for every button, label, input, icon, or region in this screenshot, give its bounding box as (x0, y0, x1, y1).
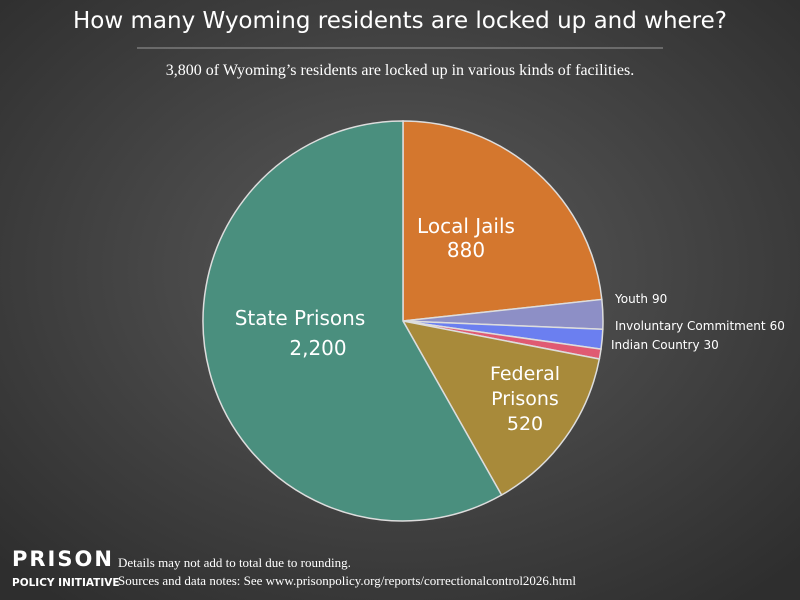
category-label: Local Jails (417, 214, 515, 238)
slice (401, 319, 601, 497)
slice-label: Indian Country 30 (611, 338, 719, 352)
note: Sources and data notes: See www.prisonpo… (118, 573, 576, 588)
note: Details may not add to total due to roun… (118, 555, 351, 570)
slice (402, 120, 603, 322)
category-label: Indian Country (611, 338, 700, 352)
value-label: 520 (507, 413, 543, 435)
value-label: 880 (447, 238, 485, 262)
category-label: State Prisons (235, 306, 366, 330)
logo-line1: PRISON (12, 547, 114, 571)
category-line: Prisons (491, 388, 559, 410)
value-label: 90 (652, 292, 667, 306)
chart-subtitle: 3,800 of Wyoming’s residents are locked … (166, 62, 634, 79)
slice-label: Involuntary Commitment 60 (615, 319, 785, 333)
value-label: 60 (770, 319, 785, 333)
value-label: 30 (704, 338, 719, 352)
slice (202, 120, 503, 522)
chart-title: How many Wyoming residents are locked up… (73, 8, 727, 34)
category-label: Federal Prisons (490, 363, 560, 410)
category-line: Federal (490, 363, 560, 385)
logo-line2: POLICY INITIATIVE (12, 577, 120, 589)
category-label: Involuntary Commitment (615, 319, 766, 333)
category-label: Youth (614, 292, 648, 306)
slice-label: Youth 90 (614, 292, 667, 306)
value-label: 2,200 (289, 336, 346, 360)
